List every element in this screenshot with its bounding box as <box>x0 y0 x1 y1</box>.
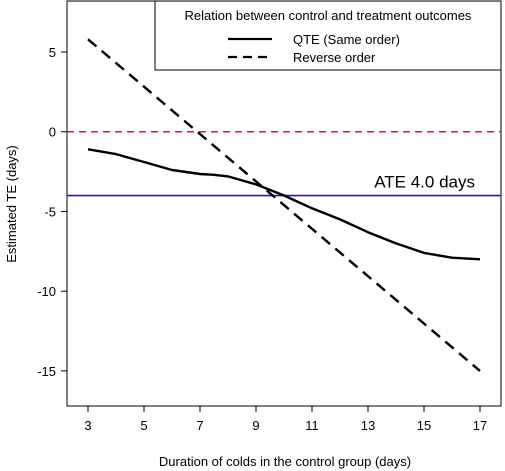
y-tick-label: 5 <box>49 45 56 60</box>
x-tick-label: 15 <box>417 418 431 433</box>
x-tick-label: 9 <box>252 418 259 433</box>
y-tick-label: 0 <box>49 125 56 140</box>
y-tick-label: -15 <box>37 364 56 379</box>
x-axis-title: Duration of colds in the control group (… <box>159 454 411 469</box>
x-tick-label: 3 <box>84 418 91 433</box>
y-tick-label: -10 <box>37 284 56 299</box>
legend-label-reverse: Reverse order <box>293 50 376 65</box>
series-group <box>87 38 481 372</box>
x-tick-label: 17 <box>473 418 487 433</box>
legend-label-qte: QTE (Same order) <box>293 32 400 47</box>
series-line-reverse-order <box>87 38 481 372</box>
legend-box <box>154 0 502 71</box>
x-tick-label: 7 <box>196 418 203 433</box>
legend: Relation between control and treatment o… <box>154 0 502 71</box>
ate-annotation: ATE 4.0 days <box>374 173 475 192</box>
x-tick-label: 5 <box>140 418 147 433</box>
y-axis: -15 -10 -5 0 5 <box>37 45 67 379</box>
y-tick-label: -5 <box>44 204 56 219</box>
x-axis: 3 5 7 9 11 13 15 17 <box>84 406 487 433</box>
x-tick-label: 11 <box>305 418 319 433</box>
series-line-qte <box>87 148 481 261</box>
y-axis-title: Estimated TE (days) <box>4 145 19 263</box>
x-tick-label: 13 <box>361 418 375 433</box>
legend-title: Relation between control and treatment o… <box>185 8 472 23</box>
